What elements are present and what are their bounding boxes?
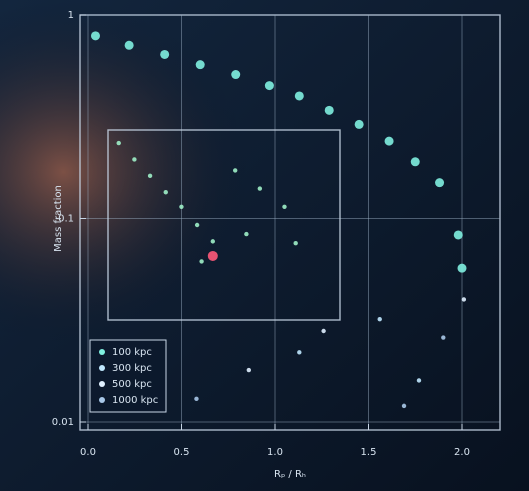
- plot-area: 0.0 0.5 1.0 1.5 2.0 0.01 0.1 1 Rₚ / Rₕ Mass fract…: [52, 10, 501, 480]
- point: [410, 157, 420, 167]
- legend-marker: [99, 397, 105, 403]
- point: [210, 239, 215, 244]
- axes-frame: [79, 14, 501, 431]
- point: [124, 40, 134, 50]
- point: [282, 204, 287, 209]
- point: [401, 403, 407, 409]
- point: [90, 31, 100, 41]
- point: [132, 157, 137, 162]
- legend-label: 1000 kpc: [112, 395, 158, 406]
- y-tick-label: 1: [68, 10, 74, 21]
- x-tick-label: 1.5: [361, 447, 377, 458]
- axes-frame: [107, 129, 341, 321]
- point: [297, 350, 302, 355]
- point: [264, 81, 274, 91]
- point: [195, 60, 205, 70]
- point: [354, 119, 364, 129]
- point: [194, 222, 200, 228]
- x-axis-label: Rₚ / Rₕ: [274, 469, 306, 480]
- point: [294, 91, 304, 101]
- point: [257, 186, 263, 191]
- point: [116, 140, 121, 146]
- legend-label: 100 kpc: [112, 347, 152, 358]
- legend-label: 300 kpc: [112, 363, 152, 374]
- point: [384, 136, 394, 146]
- point: [231, 70, 241, 80]
- point: [293, 241, 298, 246]
- x-tick-label: 1.0: [267, 447, 283, 458]
- point: [233, 168, 238, 173]
- point: [244, 231, 249, 237]
- legend-label: 500 kpc: [112, 379, 152, 390]
- point: [199, 259, 204, 264]
- legend-marker: [99, 365, 105, 371]
- point: [457, 263, 467, 273]
- legend-marker: [99, 381, 105, 387]
- point: [194, 396, 199, 402]
- point: [163, 190, 168, 195]
- point: [324, 105, 334, 115]
- y-tick-label: 0.1: [58, 214, 74, 225]
- x-tick-label: 2.0: [454, 447, 470, 458]
- x-tick-label: 0.5: [174, 447, 190, 458]
- point: [179, 204, 184, 209]
- point: [441, 335, 446, 340]
- point: [377, 317, 382, 322]
- legend-marker: [99, 349, 105, 355]
- point: [416, 378, 422, 383]
- point: [246, 367, 252, 373]
- point: [435, 178, 445, 188]
- x-tick-label: 0.0: [80, 447, 96, 458]
- point: [147, 173, 153, 179]
- point: [461, 297, 467, 302]
- point: [321, 328, 326, 334]
- y-tick-label: 0.01: [52, 417, 74, 428]
- point: [160, 49, 170, 59]
- y-axis-label: Mass fraction: [53, 185, 64, 252]
- point: [453, 230, 463, 240]
- point: [207, 250, 218, 261]
